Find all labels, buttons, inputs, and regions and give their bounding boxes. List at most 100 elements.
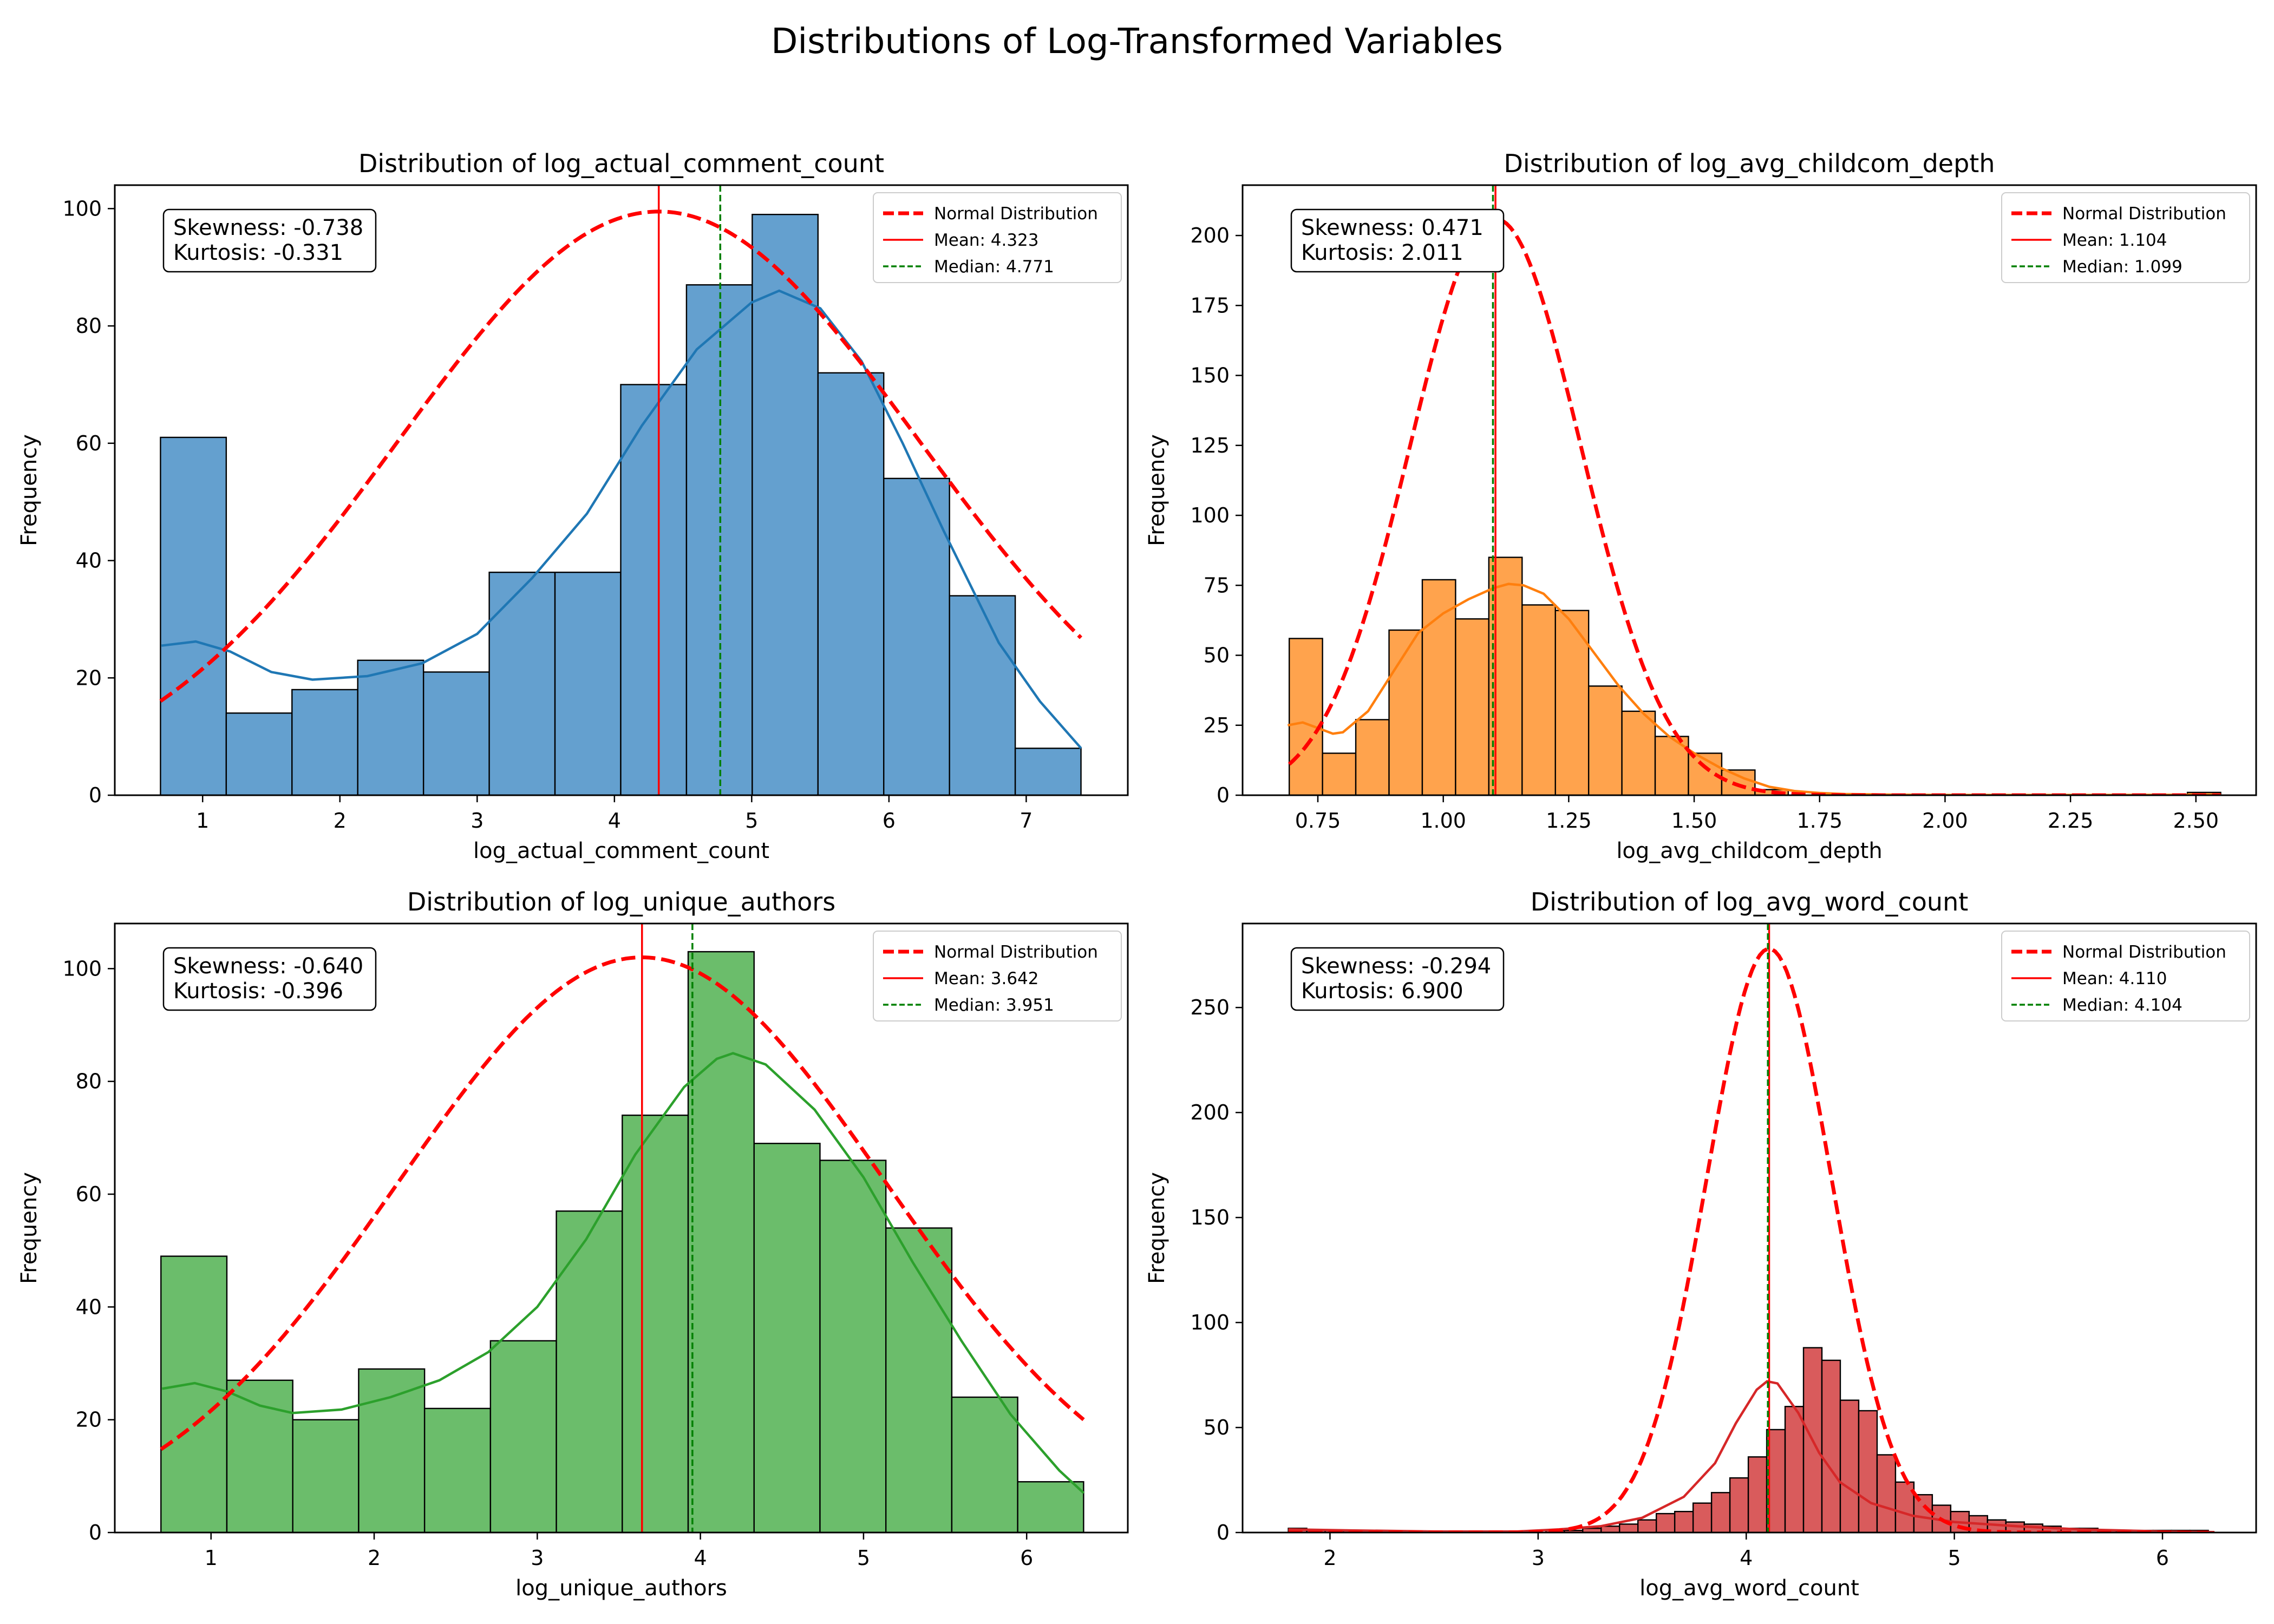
y-tick-label: 75 (1204, 573, 1230, 597)
subplot-2: 0.75 1.00 1.25 1.50 1.75 2.00 2.25 2.50 0 25 50 75 1… (1145, 149, 2257, 863)
histogram-bar (358, 1368, 426, 1533)
histogram-bar (1619, 1523, 1639, 1533)
histogram-bar (1322, 752, 1357, 795)
histogram-bar (1729, 1477, 1749, 1533)
histogram-bar (1488, 556, 1523, 795)
bars (1288, 556, 2221, 795)
y-tick-label: 250 (1190, 996, 1230, 1019)
y-tick-label: 40 (76, 1295, 102, 1319)
y-tick-label: 60 (76, 431, 102, 455)
x-tick-label: 2.00 (1922, 809, 1968, 833)
stats-box-frame (162, 208, 377, 273)
x-tick-label: 3 (1532, 1546, 1545, 1570)
histogram-bar (1674, 1511, 1694, 1533)
histogram-bar (226, 1379, 293, 1533)
x-axis-label: log_unique_authors (515, 1576, 727, 1601)
histogram-bar (1388, 629, 1423, 795)
axes-frame (114, 922, 1129, 1534)
histogram-bar (160, 1255, 228, 1533)
x-tick-label: 1 (196, 809, 209, 833)
legend-entry: Normal Distribution (2062, 204, 2226, 224)
stats-box-frame (1290, 947, 1505, 1011)
stats-text: Kurtosis: -0.396 (173, 979, 343, 1004)
bars (160, 213, 1082, 795)
y-tick-label: 125 (1190, 434, 1230, 457)
histogram-bar (291, 689, 358, 795)
y-tick-label: 50 (1204, 1416, 1230, 1439)
y-tick-label: 100 (62, 957, 102, 980)
y-tick-label: 0 (1217, 1521, 1230, 1544)
histogram-bar (819, 1160, 887, 1533)
histogram-bar (1587, 685, 1623, 795)
legend: Normal Distribution Mean: 1.104 Median: 1.… (2001, 192, 2250, 283)
legend-frame (873, 192, 1122, 283)
x-tick-label: 1.25 (1546, 809, 1592, 833)
figure-title: Distributions of Log-Transformed Variabl… (771, 22, 1503, 62)
x-tick-label: 6 (1020, 1546, 1033, 1570)
histogram-bar (489, 1340, 557, 1533)
x-tick-label: 2.50 (2173, 809, 2219, 833)
y-tick-label: 80 (76, 314, 102, 338)
y-tick-label: 100 (1190, 503, 1230, 527)
kde-curve (162, 1052, 1085, 1494)
histogram-bar (225, 712, 293, 795)
histogram-bar (1355, 719, 1390, 795)
kde-curve (161, 289, 1082, 749)
x-tick-label: 5 (857, 1546, 870, 1570)
histogram-bar (951, 1396, 1018, 1533)
x-tick-label: 6 (2156, 1546, 2169, 1570)
histogram-bar (1913, 1494, 1933, 1533)
legend-frame (873, 931, 1122, 1021)
bars (1288, 1347, 2209, 1533)
histogram-bar (883, 477, 950, 795)
histogram-bar (620, 384, 688, 795)
axes-frame (1241, 922, 2257, 1534)
histogram-bar (885, 1227, 953, 1533)
stats-text: Skewness: 0.471 (1301, 215, 1484, 240)
x-tick-label: 3 (471, 809, 483, 833)
histogram-bar (1014, 748, 1082, 795)
subplot-4: 2 3 4 5 6 0 50 100 150 200 250 Distribution of log_… (1145, 887, 2257, 1601)
y-tick-label: 0 (1217, 783, 1230, 807)
histogram-bar (1876, 1454, 1897, 1533)
subplot-title: Distribution of log_unique_authors (407, 887, 835, 916)
legend: Normal Distribution Mean: 4.323 Median: 4.… (873, 192, 1122, 283)
histogram-bar (1710, 1492, 1731, 1533)
x-tick-label: 1 (205, 1546, 218, 1570)
y-tick-label: 60 (76, 1182, 102, 1206)
x-tick-label: 0.75 (1295, 809, 1341, 833)
stats-text: Kurtosis: 6.900 (1301, 979, 1463, 1004)
normal-distribution-curve (1288, 217, 2221, 795)
x-axis-label: log_avg_childcom_depth (1616, 839, 1882, 863)
legend-entry: Median: 4.104 (2062, 996, 2182, 1015)
stats-text: Kurtosis: -0.331 (173, 240, 343, 265)
x-tick-label: 5 (1948, 1546, 1961, 1570)
x-axis-label: log_avg_word_count (1639, 1576, 1859, 1601)
histogram-bar (1455, 618, 1490, 795)
x-tick-label: 7 (1020, 809, 1033, 833)
legend-entry: Mean: 3.642 (934, 969, 1039, 988)
legend-entry: Normal Distribution (2062, 942, 2226, 962)
histogram-bar (292, 1419, 360, 1533)
y-tick-label: 80 (76, 1070, 102, 1093)
x-tick-label: 2 (368, 1546, 381, 1570)
stats-text: Skewness: -0.738 (173, 215, 363, 240)
y-tick-label: 20 (76, 1408, 102, 1432)
y-axis-label: Frequency (1145, 1172, 1169, 1284)
legend-entry: Median: 1.099 (2062, 257, 2182, 277)
y-tick-label: 150 (1190, 1206, 1230, 1229)
legend-entry: Mean: 4.323 (934, 231, 1039, 250)
x-tick-label: 4 (608, 809, 621, 833)
histogram-bar (1637, 1519, 1657, 1533)
histogram-bar (160, 436, 227, 795)
x-tick-label: 1.00 (1420, 809, 1466, 833)
y-tick-label: 20 (76, 666, 102, 690)
legend: Normal Distribution Mean: 3.642 Median: 3.… (873, 931, 1122, 1021)
y-axis-label: Frequency (17, 1172, 42, 1284)
legend-entry: Normal Distribution (934, 942, 1098, 962)
histogram-bar (357, 659, 424, 795)
histogram-bar (554, 572, 622, 795)
